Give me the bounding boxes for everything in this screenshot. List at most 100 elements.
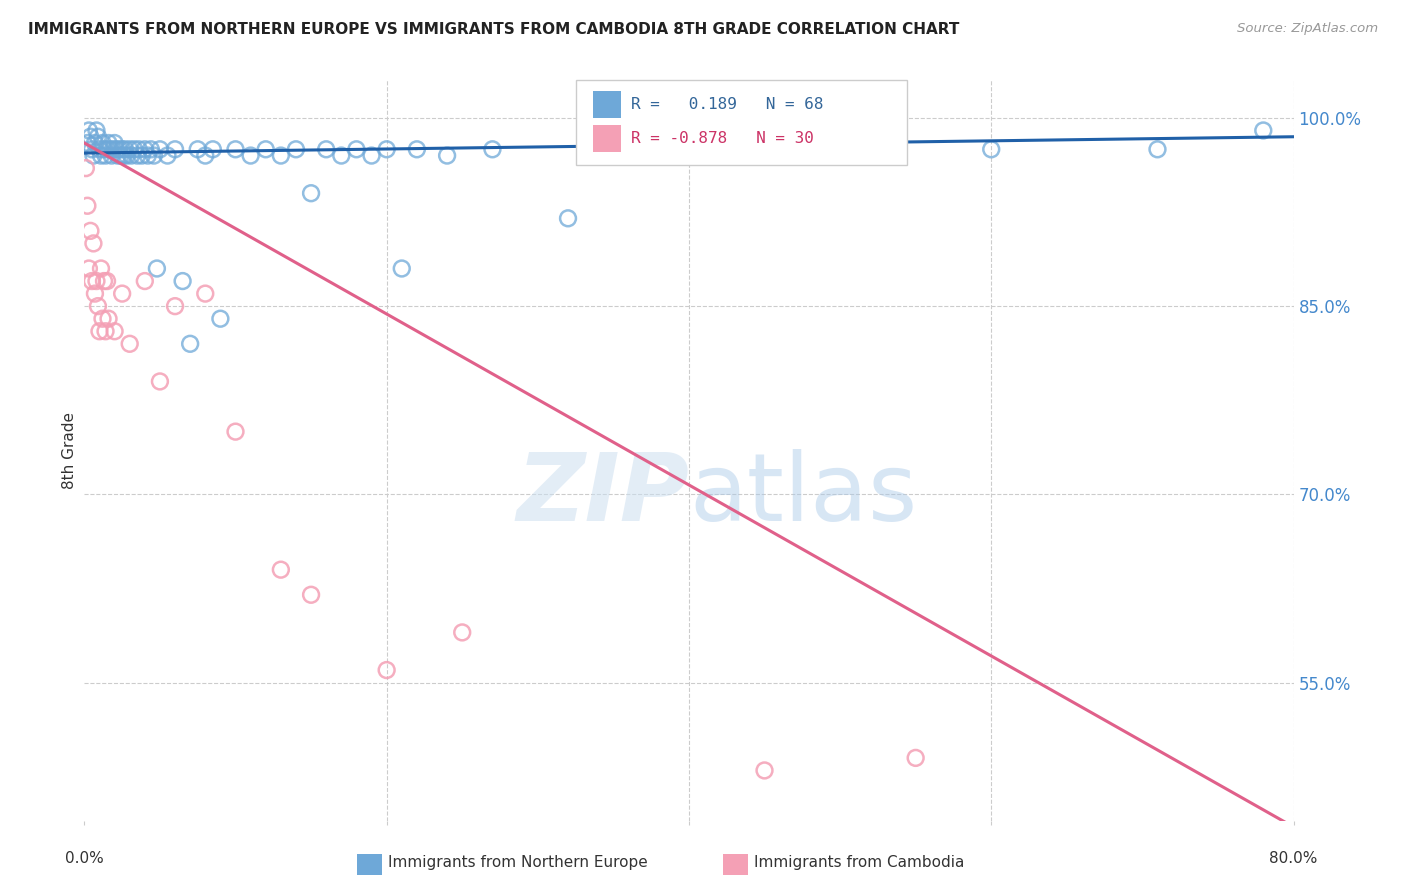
Point	[481, 142, 503, 156]
Point	[830, 142, 852, 156]
Point	[451, 625, 474, 640]
Point	[375, 142, 398, 156]
Point	[93, 142, 115, 156]
Point	[194, 148, 217, 162]
Point	[97, 311, 120, 326]
Point	[754, 764, 776, 778]
Point	[201, 142, 224, 156]
Point	[391, 261, 413, 276]
Point	[79, 129, 101, 144]
Point	[270, 148, 292, 162]
Point	[118, 142, 141, 156]
Point	[91, 311, 114, 326]
Point	[107, 148, 129, 162]
Point	[82, 236, 104, 251]
Point	[76, 199, 98, 213]
Point	[86, 274, 108, 288]
Point	[86, 123, 108, 137]
Point	[131, 148, 153, 162]
Point	[156, 148, 179, 162]
Point	[239, 148, 262, 162]
Point	[89, 324, 111, 338]
Point	[87, 129, 110, 144]
Point	[127, 148, 149, 162]
Point	[187, 142, 209, 156]
Point	[360, 148, 382, 162]
Point	[98, 142, 121, 156]
Text: IMMIGRANTS FROM NORTHERN EUROPE VS IMMIGRANTS FROM CAMBODIA 8TH GRADE CORRELATIO: IMMIGRANTS FROM NORTHERN EUROPE VS IMMIG…	[28, 22, 959, 37]
Point	[225, 425, 247, 439]
Point	[149, 375, 172, 389]
Point	[76, 136, 98, 150]
Point	[110, 148, 132, 162]
Point	[100, 148, 122, 162]
Text: R = -0.878   N = 30: R = -0.878 N = 30	[631, 131, 814, 145]
Point	[89, 142, 111, 156]
Point	[77, 261, 100, 276]
Point	[254, 142, 277, 156]
Point	[179, 336, 201, 351]
Point	[90, 148, 112, 162]
Point	[75, 161, 97, 175]
Point	[209, 311, 232, 326]
Point	[97, 136, 120, 150]
Point	[1146, 142, 1168, 156]
Point	[101, 142, 124, 156]
Point	[299, 186, 322, 201]
Text: ZIP: ZIP	[516, 449, 689, 541]
Point	[104, 324, 127, 338]
Point	[96, 274, 118, 288]
Point	[112, 148, 135, 162]
Point	[93, 274, 115, 288]
Point	[91, 136, 114, 150]
Point	[94, 148, 117, 162]
Point	[90, 261, 112, 276]
Point	[108, 142, 131, 156]
Point	[122, 142, 145, 156]
Point	[146, 261, 169, 276]
Point	[111, 142, 134, 156]
Point	[165, 299, 187, 313]
Point	[96, 142, 118, 156]
Point	[87, 299, 110, 313]
Point	[105, 142, 128, 156]
Y-axis label: 8th Grade: 8th Grade	[62, 412, 77, 489]
Point	[84, 286, 107, 301]
Point	[104, 136, 127, 150]
Point	[270, 563, 292, 577]
Point	[557, 211, 579, 226]
Point	[346, 142, 368, 156]
Point	[80, 142, 103, 156]
Point	[84, 136, 107, 150]
Point	[134, 142, 156, 156]
Point	[82, 148, 104, 162]
Point	[111, 286, 134, 301]
Point	[633, 148, 655, 162]
Point	[225, 142, 247, 156]
Point	[1253, 123, 1275, 137]
Point	[120, 148, 142, 162]
Point	[80, 274, 103, 288]
Point	[172, 274, 194, 288]
Point	[77, 123, 100, 137]
Text: R =   0.189   N = 68: R = 0.189 N = 68	[631, 97, 824, 112]
Point	[436, 148, 458, 162]
Point	[315, 142, 337, 156]
Point	[165, 142, 187, 156]
Point	[299, 588, 322, 602]
Point	[128, 142, 150, 156]
Point	[136, 148, 159, 162]
Text: 0.0%: 0.0%	[65, 851, 104, 866]
Point	[285, 142, 308, 156]
Point	[94, 324, 117, 338]
Point	[114, 142, 136, 156]
Text: Immigrants from Cambodia: Immigrants from Cambodia	[754, 855, 965, 870]
Point	[194, 286, 217, 301]
Point	[142, 148, 165, 162]
Text: atlas: atlas	[689, 449, 917, 541]
Point	[115, 148, 138, 162]
Point	[406, 142, 429, 156]
Point	[134, 274, 156, 288]
Point	[904, 751, 927, 765]
Point	[79, 224, 101, 238]
